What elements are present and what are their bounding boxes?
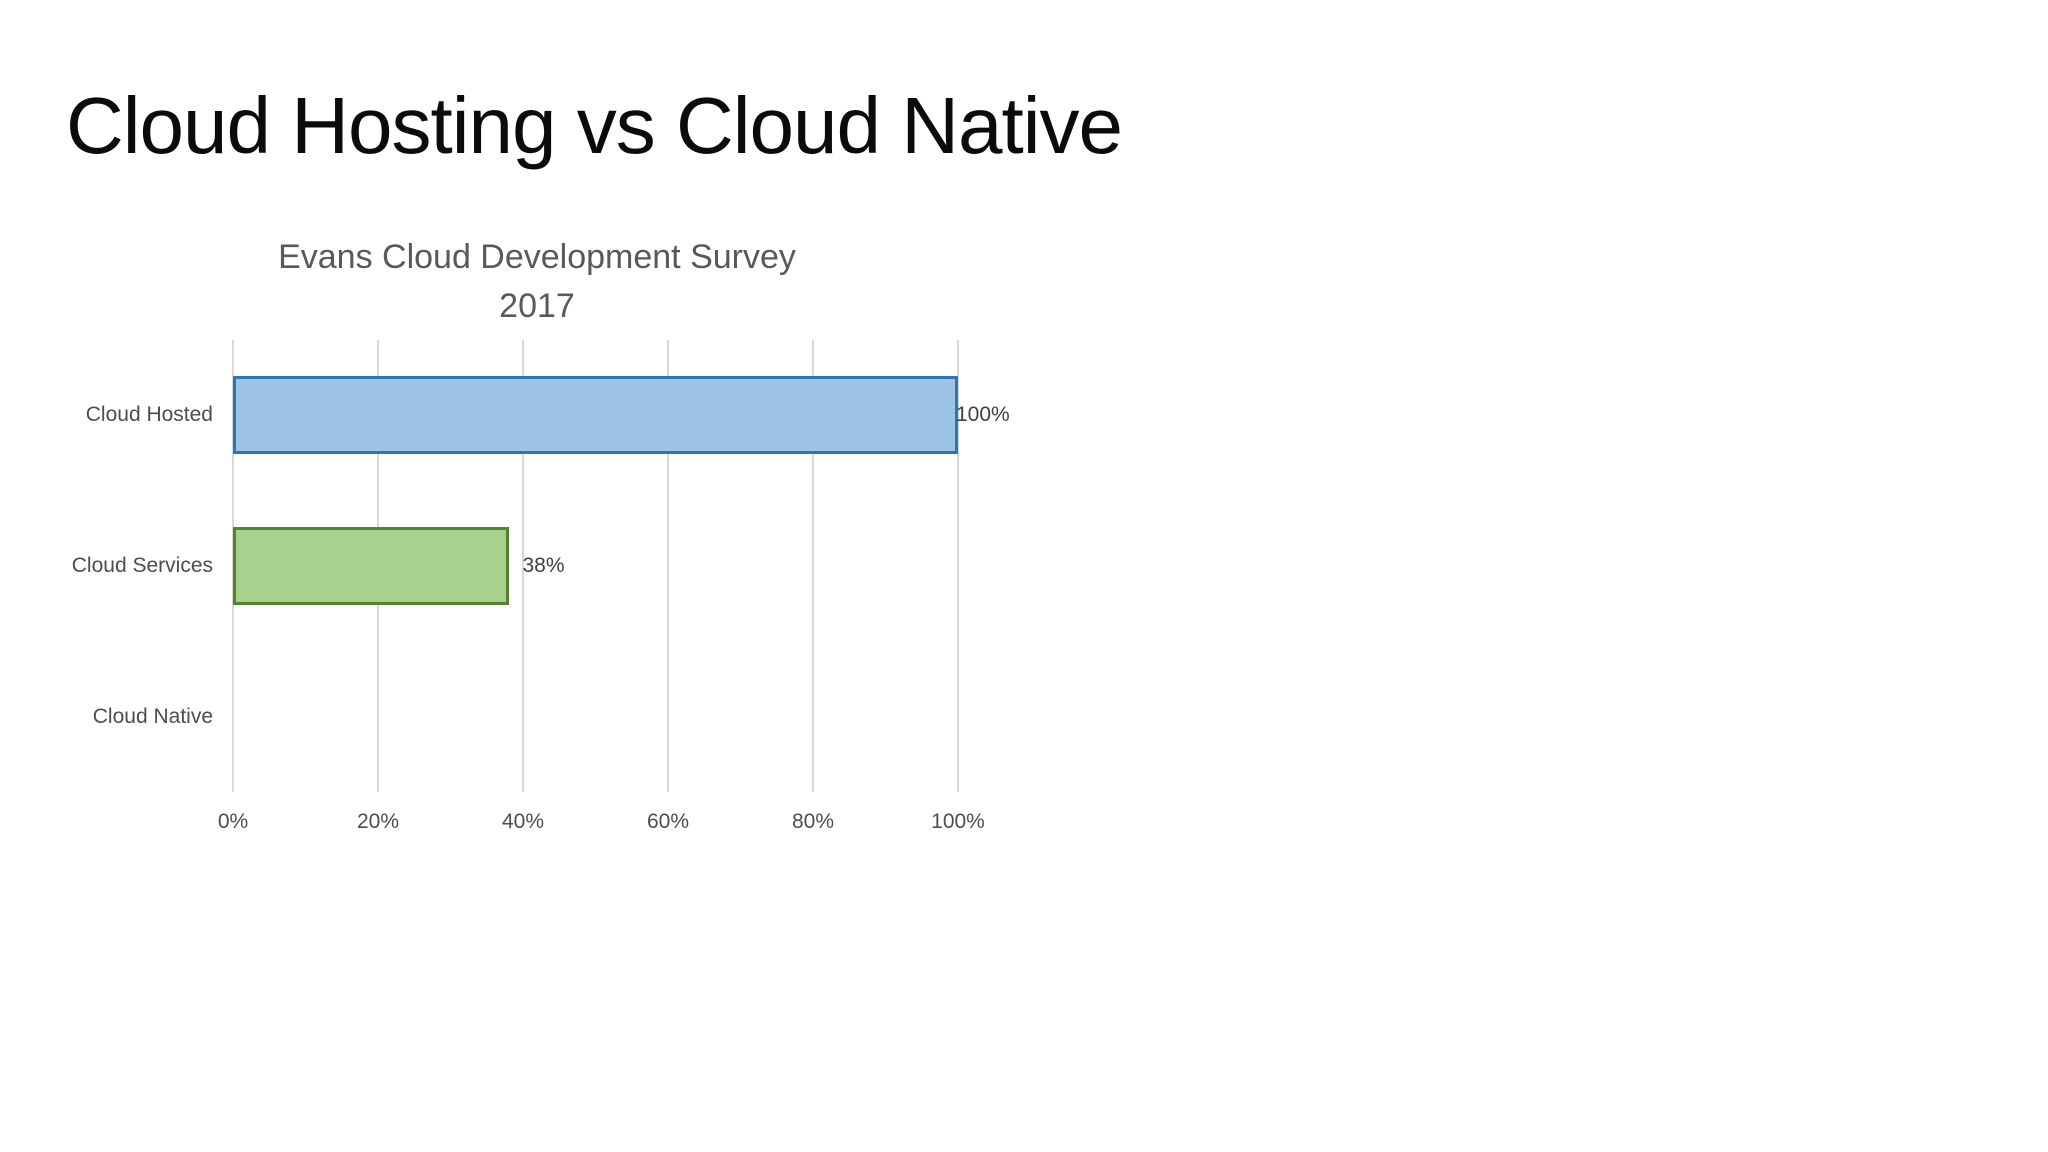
category-label-cloud-native: Cloud Native — [92, 704, 213, 728]
x-axis-label-100%: 100% — [931, 810, 985, 833]
data-label-cloud-services: 38% — [522, 554, 565, 577]
x-axis-label-20%: 20% — [356, 810, 400, 833]
x-axis-label-40%: 40% — [501, 810, 545, 833]
x-axis-label-0%: 0% — [217, 810, 249, 833]
page-title: Cloud Hosting vs Cloud Native — [66, 81, 1123, 170]
x-axis-label-60%: 60% — [646, 810, 690, 833]
gridline-80% — [812, 340, 814, 792]
gridline-60% — [667, 340, 669, 792]
x-axis-label-80%: 80% — [791, 810, 835, 833]
gridline-100% — [957, 340, 959, 792]
bar-cloud-services — [233, 527, 509, 605]
data-label-cloud-hosted: 100% — [956, 403, 1010, 427]
gridline-40% — [522, 340, 524, 792]
category-label-cloud-services: Cloud Services — [71, 554, 213, 577]
chart-title-line2: 2017 — [499, 287, 575, 326]
chart-title-line1: Evans Cloud Development Survey — [278, 238, 796, 276]
bar-cloud-hosted — [233, 376, 958, 455]
category-label-cloud-hosted: Cloud Hosted — [85, 403, 213, 427]
chart-title: Evans Cloud Development Survey 2017 — [137, 233, 937, 332]
